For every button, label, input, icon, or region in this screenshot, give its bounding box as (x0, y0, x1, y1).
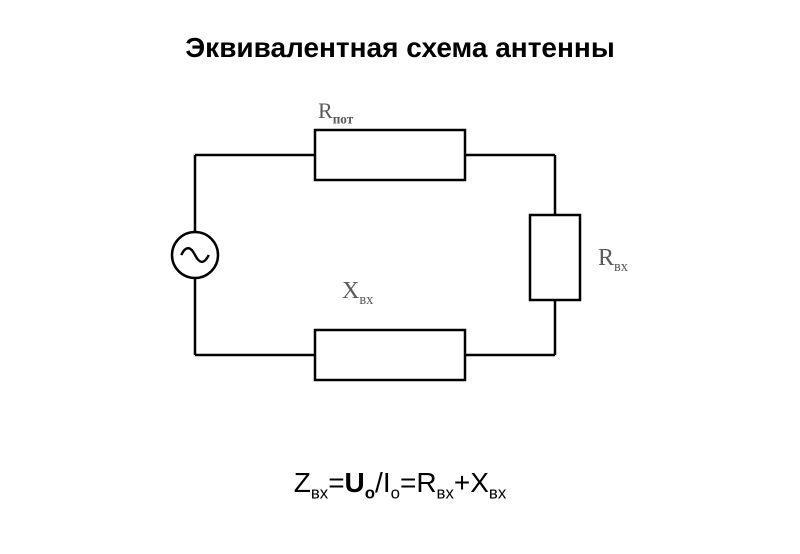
formula: Zвх=Uо/Iо=Rвх+Xвх (294, 467, 506, 504)
label-r-pot: Rпот (318, 98, 353, 127)
label-x-vx: Xвх (342, 278, 373, 309)
diagram-title: Эквивалентная схема антенны (185, 32, 614, 64)
circuit-svg (165, 115, 585, 395)
label-r-vx: Rвх (598, 245, 628, 276)
circuit-diagram (165, 115, 585, 395)
